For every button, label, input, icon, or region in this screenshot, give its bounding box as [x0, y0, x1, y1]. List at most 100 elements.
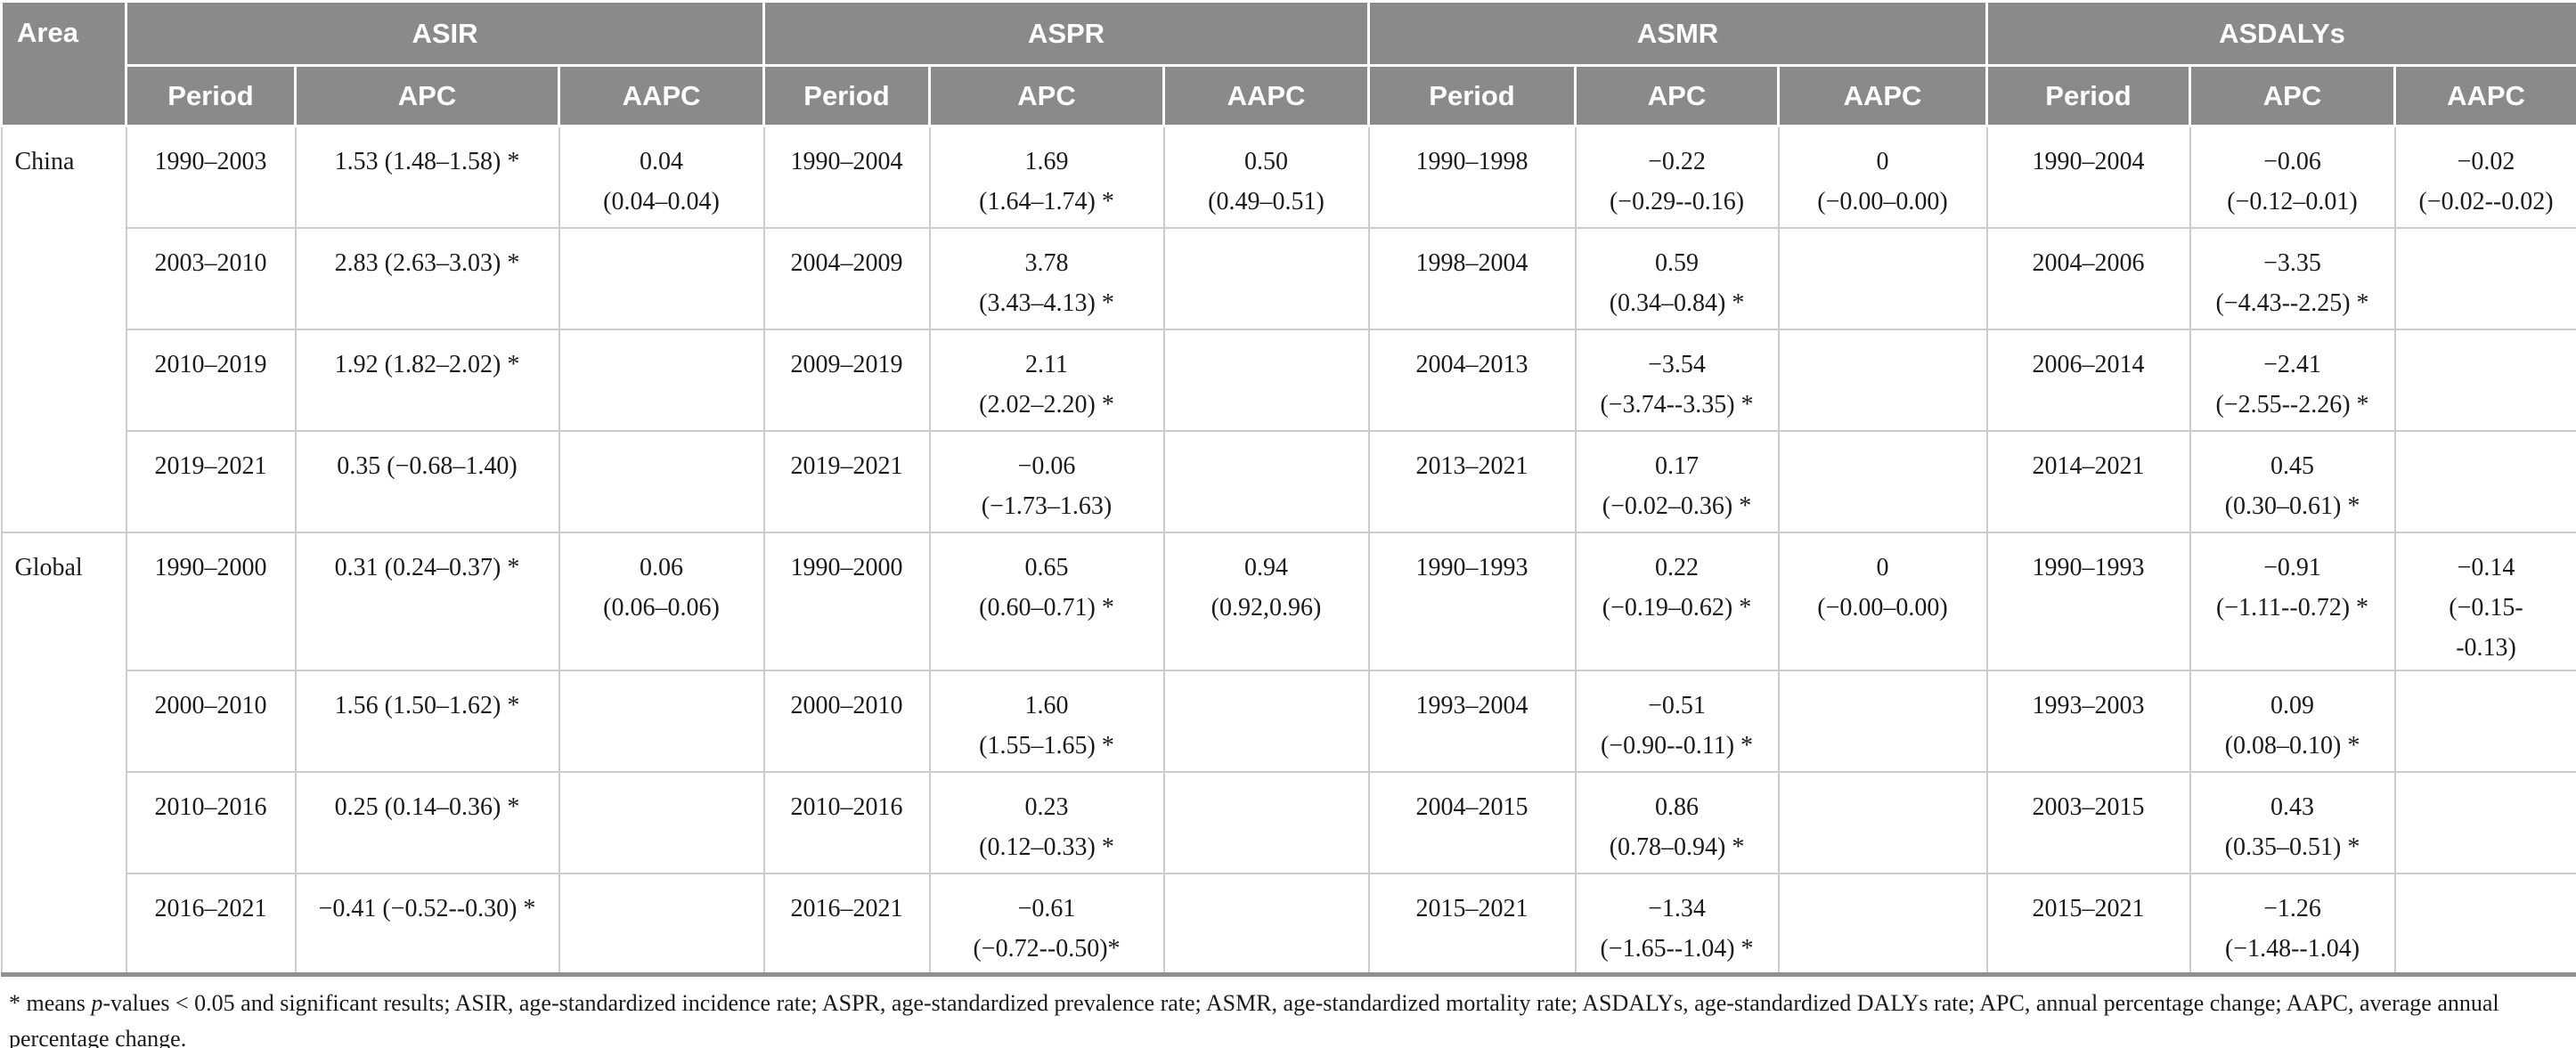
asir-aapc-cell: 0.06 (0.06–0.06) — [558, 531, 765, 671]
asdalys-aapc-cell: −0.14 (−0.15- -0.13) — [2393, 531, 2576, 671]
asdalys-aapc-cell — [2393, 226, 2576, 330]
column-header-area: Area — [0, 0, 127, 127]
subheader-period-aspr: Period — [762, 64, 931, 127]
asir-period-cell: 2010–2016 — [125, 770, 297, 874]
aspr-period-cell: 2004–2009 — [762, 226, 931, 330]
asdalys-period-cell: 2006–2014 — [1985, 328, 2191, 432]
asdalys-apc-cell: 0.43 (0.35–0.51) * — [2189, 770, 2396, 874]
table-row: 2010–2019 1.92 (1.82–2.02) * 2009–2019 2… — [2, 328, 2576, 432]
asdalys-aapc-cell — [2393, 328, 2576, 432]
subheader-apc-asmr: APC — [1574, 64, 1781, 127]
footnote-p-italic: p — [91, 990, 103, 1016]
asir-period-cell: 2019–2021 — [125, 429, 297, 533]
aspr-period-cell: 2010–2016 — [762, 770, 931, 874]
asmr-period-cell: 1998–2004 — [1367, 226, 1577, 330]
subheader-aapc-asir: AAPC — [558, 64, 765, 127]
asmr-apc-cell: −3.54 (−3.74--3.35) * — [1574, 328, 1780, 432]
table-footnote: * means p-values < 0.05 and significant … — [9, 986, 2567, 1048]
aspr-apc-cell: 1.60 (1.55–1.65) * — [928, 669, 1165, 773]
asir-aapc-cell — [558, 669, 765, 773]
aspr-apc-cell: 2.11 (2.02–2.20) * — [928, 328, 1165, 432]
aspr-apc-cell: 3.78 (3.43–4.13) * — [928, 226, 1165, 330]
apc-aapc-statistics-table: Area ASIR ASPR ASMR ASDALYs Period APC A… — [0, 0, 2576, 977]
group-header-asir: ASIR — [125, 0, 765, 67]
asir-aapc-cell — [558, 328, 765, 432]
asdalys-aapc-cell — [2393, 669, 2576, 773]
asdalys-apc-cell: −0.06 (−0.12–0.01) — [2189, 125, 2396, 229]
aspr-period-cell: 2016–2021 — [762, 872, 931, 976]
aspr-period-cell: 1990–2000 — [762, 531, 931, 671]
aspr-aapc-cell — [1162, 872, 1370, 976]
aspr-aapc-cell — [1162, 328, 1370, 432]
subheader-apc-asir: APC — [294, 64, 560, 127]
asdalys-period-cell: 1990–1993 — [1985, 531, 2191, 671]
asir-period-cell: 1990–2000 — [125, 531, 297, 671]
asdalys-period-cell: 2004–2006 — [1985, 226, 2191, 330]
asmr-aapc-cell — [1777, 328, 1988, 432]
asmr-aapc-cell — [1777, 669, 1988, 773]
asir-apc-cell: 2.83 (2.63–3.03) * — [294, 226, 560, 330]
aspr-apc-cell: −0.06 (−1.73–1.63) — [928, 429, 1165, 533]
group-header-asdalys: ASDALYs — [1985, 0, 2576, 67]
asmr-apc-cell: 0.59 (0.34–0.84) * — [1574, 226, 1780, 330]
subheader-period-asdalys: Period — [1985, 64, 2192, 127]
asmr-aapc-cell — [1777, 770, 1988, 874]
asdalys-apc-cell: 0.09 (0.08–0.10) * — [2189, 669, 2396, 773]
asir-aapc-cell — [558, 226, 765, 330]
asir-period-cell: 2010–2019 — [125, 328, 297, 432]
asmr-apc-cell: −0.51 (−0.90--0.11) * — [1574, 669, 1780, 773]
table-row: 2016–2021 −0.41 (−0.52--0.30) * 2016–202… — [2, 872, 2576, 976]
table-row: China 1990–2003 1.53 (1.48–1.58) * 0.04 … — [0, 125, 2576, 533]
asir-apc-cell: 0.31 (0.24–0.37) * — [294, 531, 560, 671]
table-row: Global 1990–2000 0.31 (0.24–0.37) * 0.06… — [0, 531, 2576, 976]
aspr-period-cell: 2019–2021 — [762, 429, 931, 533]
asir-apc-cell: 0.35 (−0.68–1.40) — [294, 429, 560, 533]
asir-apc-cell: 0.25 (0.14–0.36) * — [294, 770, 560, 874]
asir-apc-cell: 1.53 (1.48–1.58) * — [294, 125, 560, 229]
footnote-text: -values < 0.05 and significant results; … — [9, 990, 2499, 1048]
aspr-apc-cell: 1.69 (1.64–1.74) * — [928, 125, 1165, 229]
aspr-aapc-cell — [1162, 770, 1370, 874]
asdalys-period-cell: 2003–2015 — [1985, 770, 2191, 874]
asmr-apc-cell: −1.34 (−1.65--1.04) * — [1574, 872, 1780, 976]
aspr-apc-cell: 0.23 (0.12–0.33) * — [928, 770, 1165, 874]
subheader-period-asmr: Period — [1367, 64, 1577, 127]
asmr-period-cell: 1990–1998 — [1367, 125, 1577, 229]
asdalys-apc-cell: 0.45 (0.30–0.61) * — [2189, 429, 2396, 533]
group-header-asmr: ASMR — [1367, 0, 1989, 67]
area-cell-china: China — [0, 125, 127, 533]
asdalys-aapc-cell — [2393, 770, 2576, 874]
asdalys-period-cell: 2015–2021 — [1985, 872, 2191, 976]
asmr-period-cell: 2015–2021 — [1367, 872, 1577, 976]
asmr-aapc-cell: 0 (−0.00–0.00) — [1777, 125, 1988, 229]
group-header-aspr: ASPR — [762, 0, 1371, 67]
asdalys-apc-cell: −3.35 (−4.43--2.25) * — [2189, 226, 2396, 330]
asir-apc-cell: −0.41 (−0.52--0.30) * — [294, 872, 560, 976]
asdalys-apc-cell: −1.26 (−1.48--1.04) — [2189, 872, 2396, 976]
asir-period-cell: 2000–2010 — [125, 669, 297, 773]
asmr-aapc-cell — [1777, 429, 1988, 533]
table-row: 2010–2016 0.25 (0.14–0.36) * 2010–2016 0… — [2, 770, 2576, 874]
asdalys-period-cell: 2014–2021 — [1985, 429, 2191, 533]
asmr-period-cell: 2004–2013 — [1367, 328, 1577, 432]
table-header: Area ASIR ASPR ASMR ASDALYs Period APC A… — [0, 0, 2576, 127]
asdalys-aapc-cell — [2393, 872, 2576, 976]
asir-aapc-cell — [558, 770, 765, 874]
asir-period-cell: 2016–2021 — [125, 872, 297, 976]
aspr-apc-cell: 0.65 (0.60–0.71) * — [928, 531, 1165, 671]
table-body: China 1990–2003 1.53 (1.48–1.58) * 0.04 … — [0, 125, 2576, 976]
aspr-period-cell: 2000–2010 — [762, 669, 931, 773]
asir-apc-cell: 1.56 (1.50–1.62) * — [294, 669, 560, 773]
asmr-aapc-cell — [1777, 872, 1988, 976]
group-header-row: Area ASIR ASPR ASMR ASDALYs — [0, 0, 2576, 127]
asmr-aapc-cell — [1777, 226, 1988, 330]
asir-aapc-cell: 0.04 (0.04–0.04) — [558, 125, 765, 229]
asir-period-cell: 2003–2010 — [125, 226, 297, 330]
aspr-aapc-cell — [1162, 429, 1370, 533]
asir-apc-cell: 1.92 (1.82–2.02) * — [294, 328, 560, 432]
aspr-period-cell: 2009–2019 — [762, 328, 931, 432]
subheader-apc-aspr: APC — [928, 64, 1165, 127]
asdalys-aapc-cell: −0.02 (−0.02--0.02) — [2393, 125, 2576, 229]
aspr-aapc-cell: 0.50 (0.49–0.51) — [1162, 125, 1370, 229]
asdalys-aapc-cell — [2393, 429, 2576, 533]
